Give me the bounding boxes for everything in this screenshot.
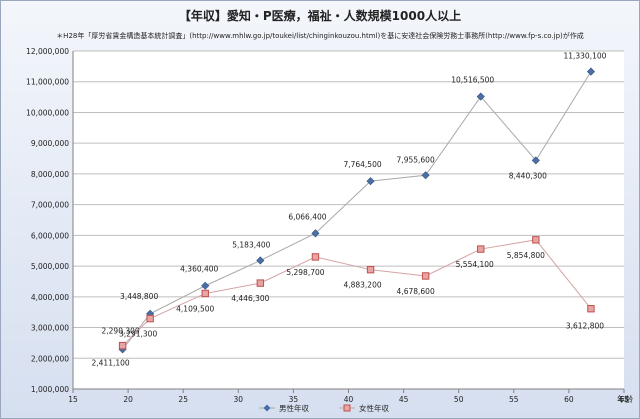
data-point (311, 229, 320, 238)
data-point (201, 281, 210, 290)
legend-marker (343, 404, 351, 412)
series-female: 2,411,100 3,291,300 4,109,500 4,446,300 5,29… (92, 236, 604, 368)
data-label: 5,554,100 (456, 260, 494, 269)
data-point (366, 177, 375, 186)
data-point (311, 253, 320, 261)
data-point (476, 92, 485, 101)
data-label: 5,183,400 (232, 240, 270, 249)
series-male: 2,290,300 3,448,800 4,360,400 5,183,400 6,06… (102, 52, 607, 354)
data-point (366, 265, 375, 274)
chart-subtitle: ＊H28年「厚労省賃金構造基本統計調査」(http://www.mhlw.go.… (56, 31, 584, 40)
legend: 男性年収 女性年収 (259, 403, 389, 413)
data-point (531, 156, 540, 165)
data-point (532, 236, 540, 244)
data-label: 3,448,800 (120, 292, 158, 301)
data-label: 3,612,800 (566, 322, 604, 331)
x-tick-label: 20 (123, 395, 133, 404)
y-tick-label: 8,000,000 (31, 170, 69, 179)
x-tick-label: 45 (399, 395, 409, 404)
data-label: 7,955,600 (397, 155, 435, 164)
y-tick-label: 3,000,000 (31, 324, 69, 333)
data-label: 4,678,600 (397, 287, 435, 296)
y-tick-label: 11,000,000 (26, 78, 69, 87)
data-label: 4,360,400 (180, 265, 218, 274)
series-line (122, 239, 592, 346)
legend-label: 女性年収 (359, 403, 389, 413)
y-tick-label: 12,000,000 (26, 47, 69, 56)
plot-area (73, 51, 624, 389)
x-tick-label: 50 (454, 395, 464, 404)
data-point (477, 245, 485, 253)
data-point (587, 305, 595, 313)
data-point (421, 272, 430, 280)
data-label: 11,330,100 (563, 52, 606, 61)
data-point (256, 279, 265, 287)
y-tick-label: 9,000,000 (31, 139, 69, 148)
data-label: 10,516,500 (451, 76, 494, 85)
y-tick-label: 1,000,000 (31, 385, 69, 394)
y-tick-label: 7,000,000 (31, 201, 69, 210)
y-tick-label: 2,000,000 (31, 354, 69, 363)
y-tick-label: 5,000,000 (31, 262, 69, 271)
data-point (146, 314, 154, 323)
series-line (122, 71, 592, 350)
x-axis-label: 年齢 (617, 394, 633, 404)
legend-marker (263, 404, 271, 412)
data-label: 8,440,300 (509, 171, 547, 180)
x-tick-label: 30 (234, 395, 244, 404)
x-tick-label: 15 (68, 395, 78, 404)
data-label: 5,298,700 (286, 268, 324, 277)
x-tick-label: 40 (344, 395, 354, 404)
data-point (256, 256, 265, 265)
data-label: 2,290,300 (102, 326, 140, 335)
data-label: 4,446,300 (231, 294, 269, 303)
y-tick-label: 4,000,000 (31, 293, 69, 302)
data-label: 4,883,200 (343, 281, 381, 290)
chart-title: 【年収】愛知・P医療，福祉・人数規模1000人以上 (179, 8, 461, 23)
x-tick-label: 60 (564, 395, 574, 404)
data-label: 7,764,500 (343, 160, 381, 169)
x-tick-label: 65 (619, 395, 629, 404)
data-point (201, 289, 209, 298)
x-tick-label: 55 (509, 395, 519, 404)
data-label: 6,066,400 (288, 212, 326, 221)
data-label: 4,109,500 (176, 304, 214, 313)
data-point (421, 171, 430, 180)
data-point (118, 341, 127, 350)
y-tick-label: 10,000,000 (26, 108, 69, 117)
data-label: 2,411,100 (92, 359, 130, 368)
data-label: 3,291,300 (119, 330, 157, 339)
x-tick-label: 25 (178, 395, 188, 404)
legend-label: 男性年収 (279, 403, 309, 413)
x-tick-label: 35 (289, 395, 299, 404)
data-label: 5,854,800 (507, 251, 545, 260)
data-point (586, 67, 595, 76)
y-tick-label: 6,000,000 (31, 231, 69, 240)
